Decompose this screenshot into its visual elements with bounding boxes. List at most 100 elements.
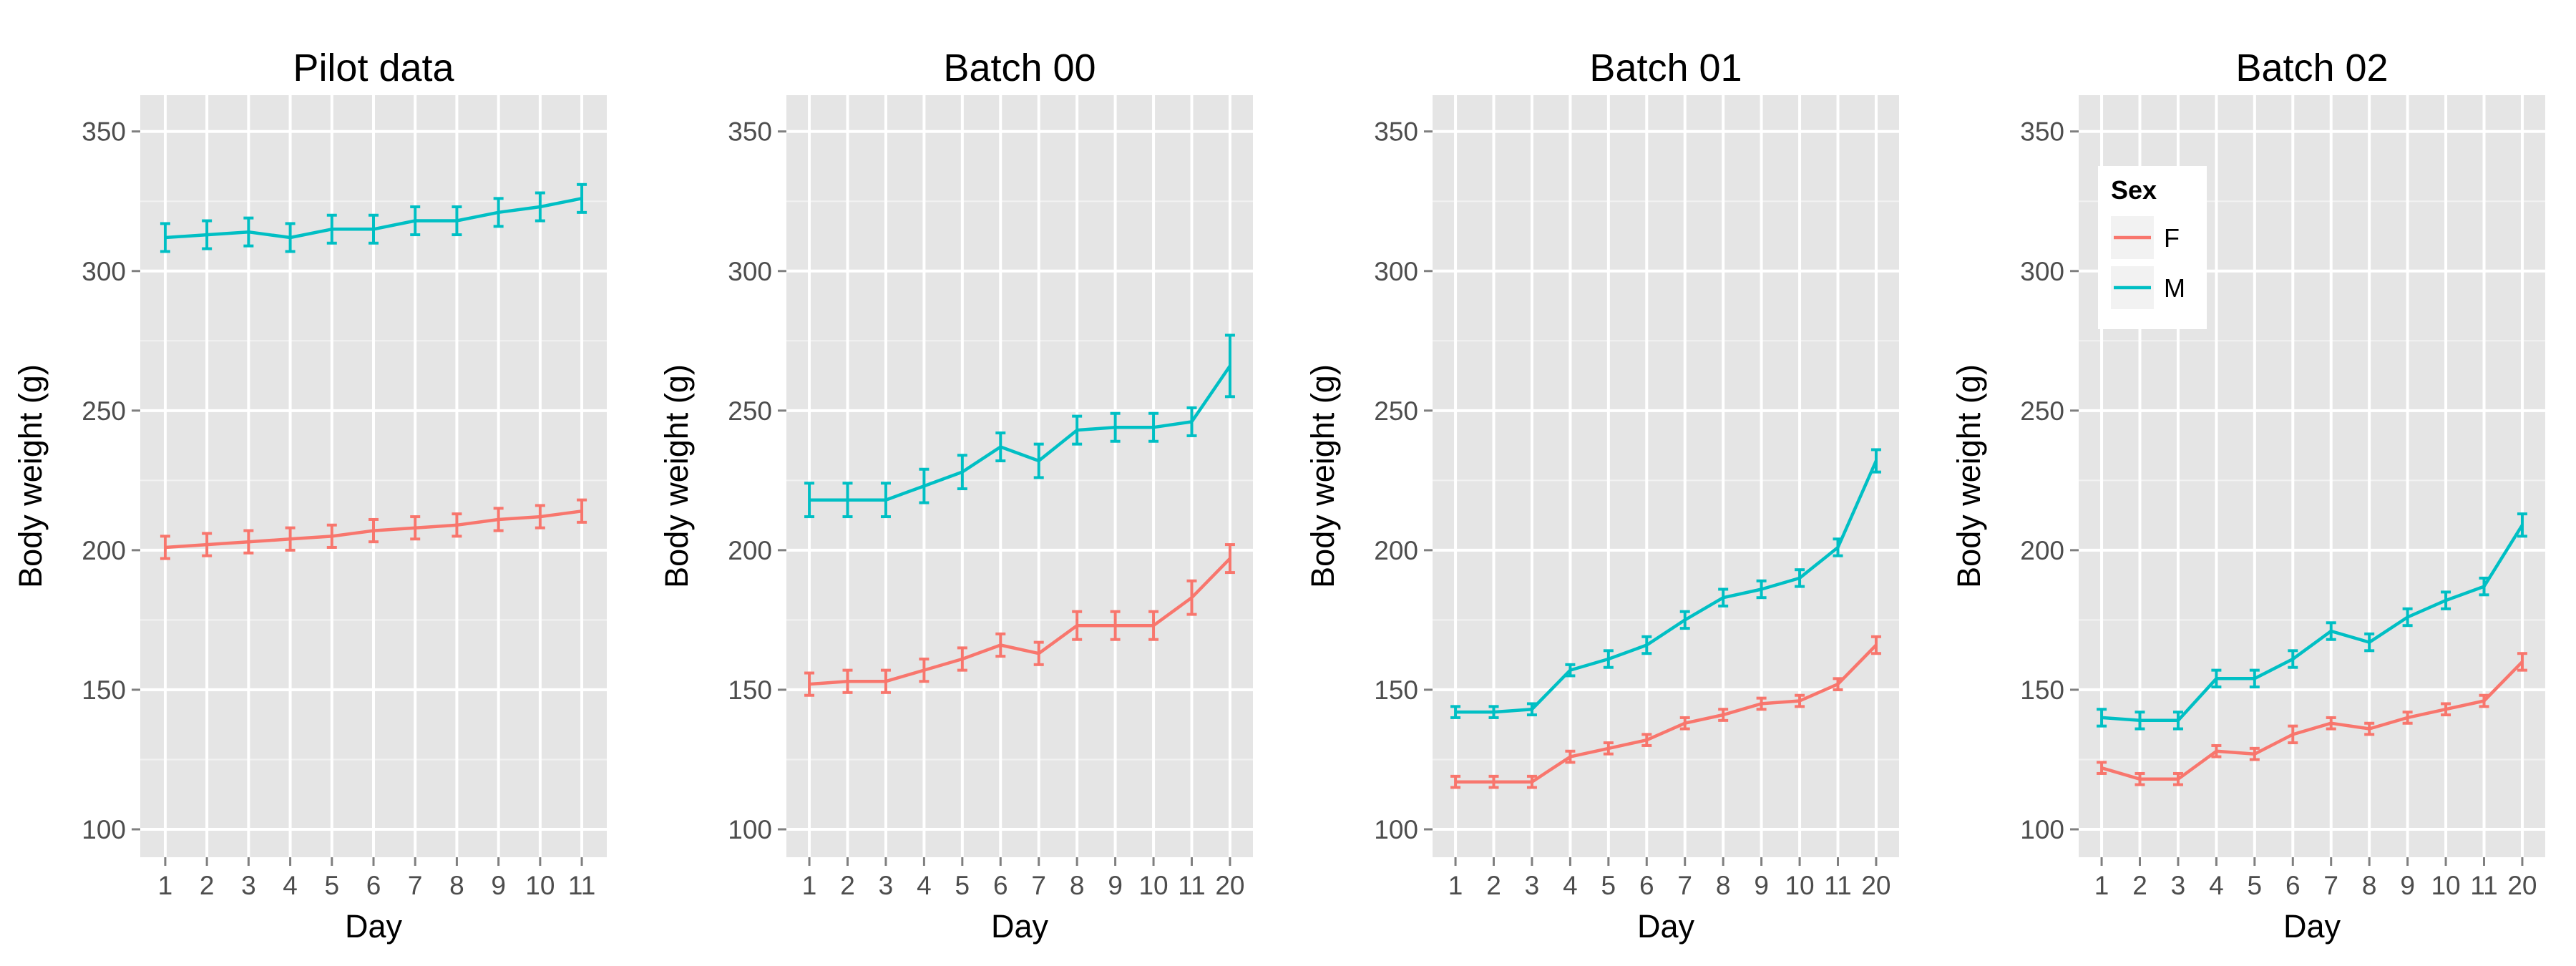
series-F bbox=[160, 498, 587, 560]
series-line bbox=[1455, 643, 1878, 784]
panel-background bbox=[1433, 95, 1899, 857]
y-tick-label: 100 bbox=[1374, 815, 1418, 844]
y-axis-title: Body weight (g) bbox=[12, 364, 49, 588]
y-axis-title: Body weight (g) bbox=[1951, 364, 1987, 588]
x-tick-label: 1 bbox=[2094, 871, 2109, 900]
x-tick-label: 2 bbox=[2132, 871, 2147, 900]
x-tick-label: 20 bbox=[2507, 871, 2537, 900]
x-tick-label: 9 bbox=[491, 871, 506, 900]
y-tick-label: 150 bbox=[82, 675, 126, 705]
y-tick-label: 300 bbox=[2020, 257, 2064, 286]
x-tick-label: 5 bbox=[955, 871, 970, 900]
x-tick-label: 20 bbox=[1861, 871, 1890, 900]
y-tick-label: 150 bbox=[2020, 675, 2064, 705]
legend-item-F: F bbox=[2111, 216, 2180, 259]
x-tick-label: 11 bbox=[2470, 871, 2497, 900]
x-tick-label: 11 bbox=[1824, 871, 1851, 900]
y-tick-label: 300 bbox=[1374, 257, 1418, 286]
series-M bbox=[1450, 448, 1881, 719]
series-F bbox=[1450, 635, 1881, 789]
x-tick-label: 9 bbox=[1754, 871, 1769, 900]
x-tick-label: 10 bbox=[525, 871, 555, 900]
y-tick-label: 350 bbox=[728, 117, 772, 147]
x-tick-label: 4 bbox=[2209, 871, 2224, 900]
series-line bbox=[809, 365, 1231, 502]
series-line bbox=[2101, 524, 2524, 723]
x-tick-label: 2 bbox=[200, 871, 215, 900]
panel-4: 100 150 200 250 300 350 1 2 3 4 5 6 7 8 9 10 11 20 Batch 0… bbox=[1951, 47, 2545, 945]
y-axis-title: Body weight (g) bbox=[1304, 364, 1341, 588]
y-tick-label: 100 bbox=[82, 815, 126, 844]
panel-title: Batch 00 bbox=[943, 47, 1096, 89]
y-tick-label: 200 bbox=[82, 536, 126, 565]
x-tick-label: 5 bbox=[2248, 871, 2263, 900]
x-tick-label: 8 bbox=[1070, 871, 1085, 900]
x-tick-label: 1 bbox=[802, 871, 817, 900]
series-M bbox=[804, 333, 1235, 519]
x-tick-label: 6 bbox=[1639, 871, 1654, 900]
series-F bbox=[2097, 652, 2527, 786]
legend-label: M bbox=[2164, 273, 2185, 303]
x-tick-label: 5 bbox=[1601, 871, 1616, 900]
legend-title: Sex bbox=[2111, 175, 2157, 205]
x-tick-label: 9 bbox=[2400, 871, 2415, 900]
x-tick-label: 1 bbox=[158, 871, 173, 900]
panel-background bbox=[786, 95, 1253, 857]
x-tick-label: 3 bbox=[241, 871, 256, 900]
y-tick-label: 250 bbox=[82, 396, 126, 426]
legend-label: F bbox=[2164, 223, 2180, 253]
x-tick-label: 6 bbox=[2285, 871, 2301, 900]
x-tick-label: 1 bbox=[1448, 871, 1463, 900]
series-line bbox=[809, 557, 1231, 686]
y-tick-label: 100 bbox=[2020, 815, 2064, 844]
y-tick-label: 350 bbox=[2020, 117, 2064, 147]
x-tick-label: 7 bbox=[1031, 871, 1046, 900]
x-tick-label: 11 bbox=[1178, 871, 1205, 900]
series-M bbox=[160, 182, 587, 253]
x-tick-label: 5 bbox=[324, 871, 339, 900]
y-tick-label: 250 bbox=[1374, 396, 1418, 426]
x-tick-label: 10 bbox=[1785, 871, 1814, 900]
x-tick-label: 7 bbox=[2323, 871, 2338, 900]
series-line bbox=[1455, 460, 1878, 714]
y-tick-label: 350 bbox=[82, 117, 126, 147]
y-tick-label: 100 bbox=[728, 815, 772, 844]
x-tick-label: 6 bbox=[993, 871, 1008, 900]
y-tick-label: 300 bbox=[728, 257, 772, 286]
panel-title: Batch 01 bbox=[1589, 47, 1742, 89]
x-tick-label: 7 bbox=[408, 871, 423, 900]
y-tick-label: 250 bbox=[728, 396, 772, 426]
y-tick-label: 250 bbox=[2020, 396, 2064, 426]
series-F bbox=[804, 543, 1235, 697]
x-axis-title: Day bbox=[2283, 908, 2341, 945]
x-tick-label: 3 bbox=[2171, 871, 2186, 900]
x-axis-title: Day bbox=[991, 908, 1049, 945]
panel-title: Batch 02 bbox=[2235, 47, 2388, 89]
x-axis-title: Day bbox=[1637, 908, 1695, 945]
y-tick-label: 150 bbox=[1374, 675, 1418, 705]
x-tick-label: 11 bbox=[568, 871, 595, 900]
series-M bbox=[2097, 512, 2527, 731]
y-tick-label: 200 bbox=[2020, 536, 2064, 565]
x-tick-label: 4 bbox=[283, 871, 298, 900]
legend-item-M: M bbox=[2111, 266, 2185, 309]
panel-1: 100 150 200 250 300 350 1 2 3 4 5 6 7 8 9 10 11 Pilot dat… bbox=[12, 47, 607, 945]
panel-title: Pilot data bbox=[293, 47, 454, 89]
y-tick-label: 150 bbox=[728, 675, 772, 705]
x-axis-title: Day bbox=[345, 908, 403, 945]
x-tick-label: 3 bbox=[879, 871, 894, 900]
x-tick-label: 4 bbox=[917, 871, 932, 900]
y-axis-title: Body weight (g) bbox=[658, 364, 695, 588]
y-tick-label: 200 bbox=[728, 536, 772, 565]
x-tick-label: 2 bbox=[840, 871, 855, 900]
x-tick-label: 20 bbox=[1215, 871, 1244, 900]
x-tick-label: 9 bbox=[1108, 871, 1123, 900]
panel-2: 100 150 200 250 300 350 1 2 3 4 5 6 7 8 9 10 11 20 Batch 0… bbox=[658, 47, 1253, 945]
x-tick-label: 2 bbox=[1486, 871, 1501, 900]
x-tick-label: 4 bbox=[1563, 871, 1578, 900]
x-tick-label: 10 bbox=[1138, 871, 1168, 900]
panel-3: 100 150 200 250 300 350 1 2 3 4 5 6 7 8 9 10 11 20 Batch 0… bbox=[1304, 47, 1899, 945]
y-tick-label: 300 bbox=[82, 257, 126, 286]
